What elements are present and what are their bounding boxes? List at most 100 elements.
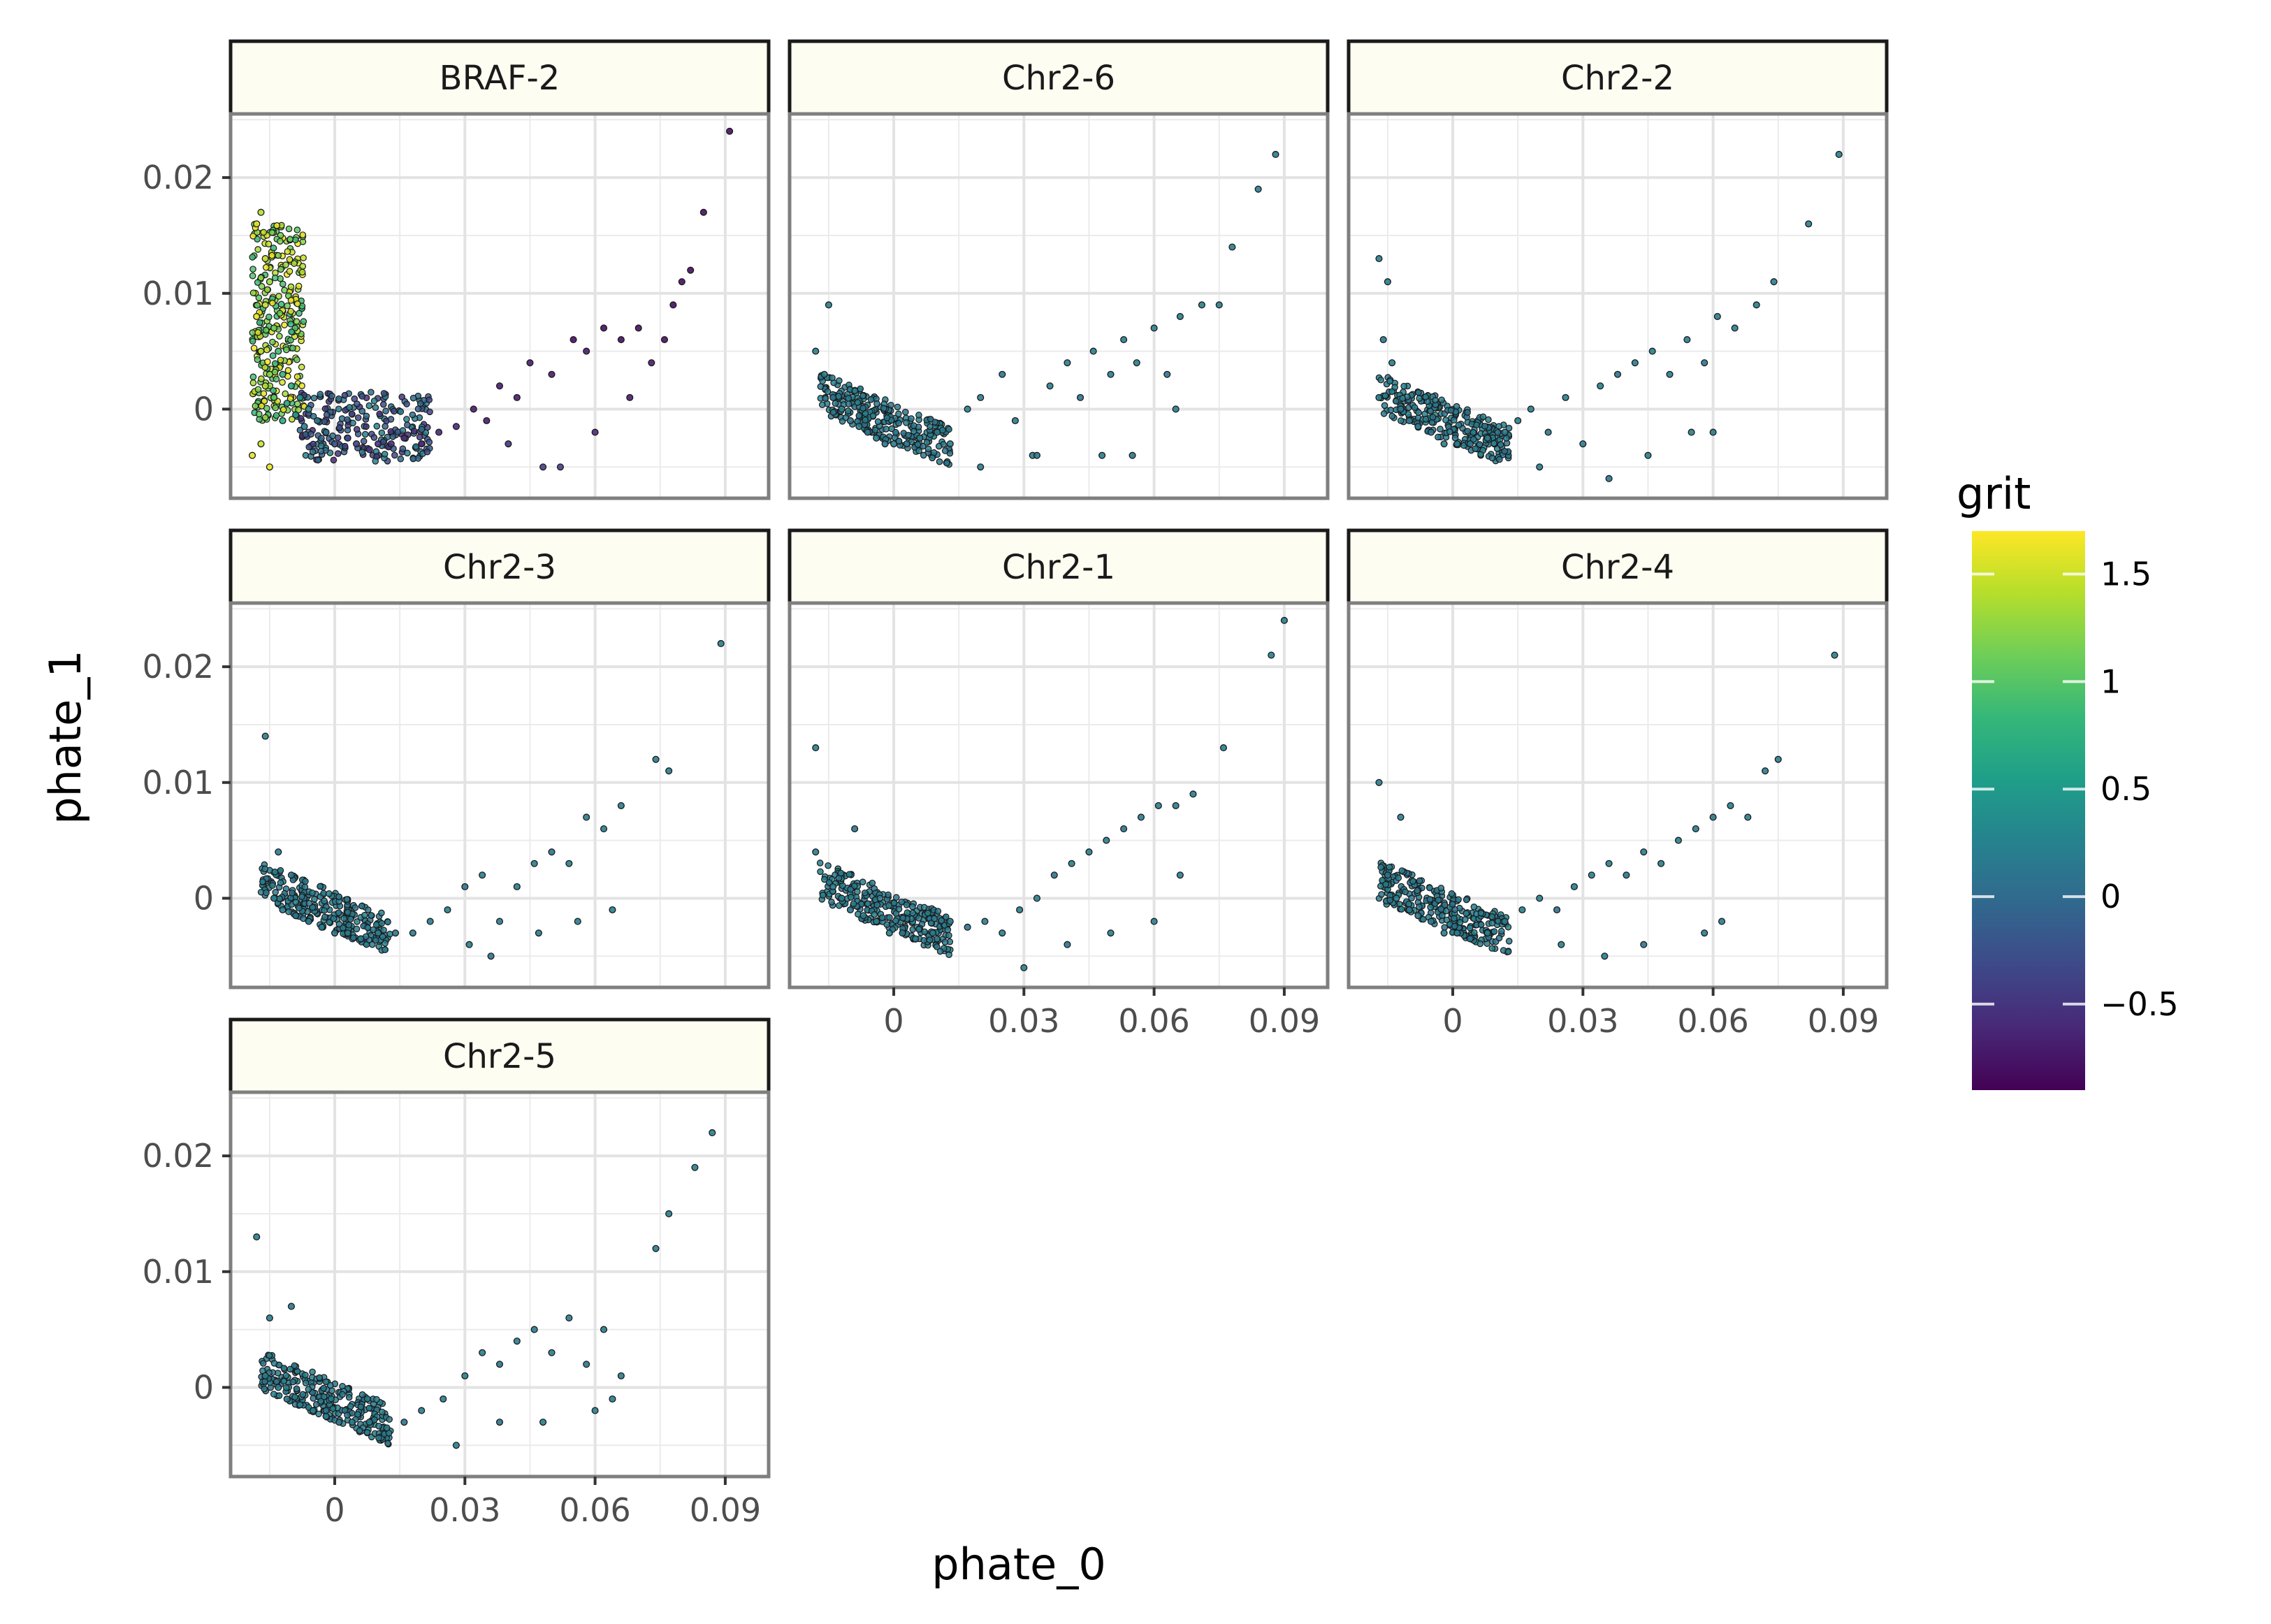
data-point — [1501, 428, 1509, 436]
data-point — [1089, 347, 1097, 355]
data-point — [293, 356, 300, 363]
data-point — [1497, 927, 1505, 935]
data-point — [287, 871, 295, 879]
data-point — [361, 911, 368, 919]
data-point — [1268, 651, 1275, 659]
data-point — [364, 1395, 371, 1402]
panel-background — [1349, 603, 1887, 987]
data-point — [818, 401, 826, 409]
x-tick-label: 0 — [324, 1491, 344, 1529]
data-point — [1648, 347, 1656, 355]
data-point — [426, 396, 433, 404]
data-point — [660, 335, 669, 344]
x-tick-label: 0 — [883, 1002, 904, 1040]
strip-label: Chr2-3 — [443, 548, 556, 587]
data-point — [309, 890, 316, 897]
data-point — [924, 445, 932, 453]
data-point — [380, 927, 387, 934]
data-point — [307, 430, 314, 438]
data-point — [1386, 897, 1394, 904]
data-point — [855, 423, 863, 430]
data-point — [851, 825, 859, 833]
data-point — [526, 359, 534, 367]
data-point — [380, 390, 388, 397]
data-point — [302, 1379, 310, 1386]
data-point — [344, 434, 351, 442]
data-point — [368, 389, 375, 396]
data-point — [929, 454, 936, 462]
data-point — [1150, 324, 1158, 332]
data-point — [261, 732, 269, 740]
data-point — [1387, 407, 1395, 414]
data-point — [289, 345, 296, 351]
data-point — [383, 1424, 391, 1432]
data-point — [440, 1395, 447, 1403]
data-point — [279, 280, 286, 288]
data-point — [920, 451, 927, 459]
data-point — [298, 893, 305, 901]
data-point — [1488, 920, 1496, 927]
data-point — [1464, 409, 1471, 416]
data-point — [358, 449, 366, 456]
data-point — [873, 918, 880, 925]
data-point — [399, 445, 407, 453]
data-point — [257, 274, 265, 282]
data-point — [365, 1419, 373, 1426]
data-point — [903, 440, 910, 448]
data-point — [867, 396, 875, 403]
data-point — [1477, 451, 1484, 458]
data-point — [298, 382, 305, 389]
data-point — [335, 893, 342, 901]
data-point — [1631, 359, 1639, 367]
data-point — [1219, 744, 1228, 752]
data-point — [349, 419, 356, 427]
data-point — [1477, 921, 1485, 929]
data-point — [1397, 813, 1405, 821]
data-point — [1420, 915, 1427, 923]
data-point — [305, 1386, 312, 1393]
strip-label: Chr2-2 — [1561, 59, 1674, 98]
data-point — [1375, 393, 1383, 401]
data-point — [302, 1371, 309, 1379]
data-point — [1416, 903, 1423, 911]
data-point — [1172, 405, 1180, 413]
data-point — [1397, 417, 1405, 424]
data-point — [539, 1419, 547, 1426]
x-tick-label: 0.06 — [1677, 1002, 1748, 1040]
data-point — [370, 434, 378, 441]
data-point — [1518, 906, 1526, 914]
data-point — [275, 293, 282, 300]
data-point — [260, 390, 268, 397]
data-point — [825, 862, 832, 869]
data-point — [1597, 382, 1604, 390]
data-point — [270, 894, 278, 902]
data-point — [1422, 416, 1430, 423]
data-point — [1020, 964, 1028, 971]
data-point — [254, 386, 262, 393]
data-point — [249, 338, 256, 345]
data-point — [1448, 890, 1456, 897]
data-point — [1426, 884, 1433, 892]
data-point — [339, 1391, 346, 1398]
data-point — [403, 416, 410, 423]
data-point — [378, 920, 386, 927]
data-point — [1388, 359, 1396, 367]
data-point — [479, 871, 486, 879]
data-point — [1496, 456, 1503, 463]
data-point — [487, 952, 495, 960]
data-point — [382, 423, 389, 430]
data-point — [829, 374, 836, 382]
data-point — [1437, 426, 1444, 433]
data-point — [1381, 392, 1389, 400]
data-point — [895, 437, 903, 445]
data-point — [382, 407, 389, 415]
data-point — [293, 1385, 300, 1393]
data-point — [283, 400, 291, 407]
data-point — [1466, 440, 1474, 448]
data-point — [348, 410, 356, 418]
data-point — [1154, 802, 1162, 809]
data-point — [397, 455, 405, 463]
data-point — [835, 393, 842, 400]
data-point — [311, 895, 318, 903]
data-point — [617, 1372, 625, 1379]
